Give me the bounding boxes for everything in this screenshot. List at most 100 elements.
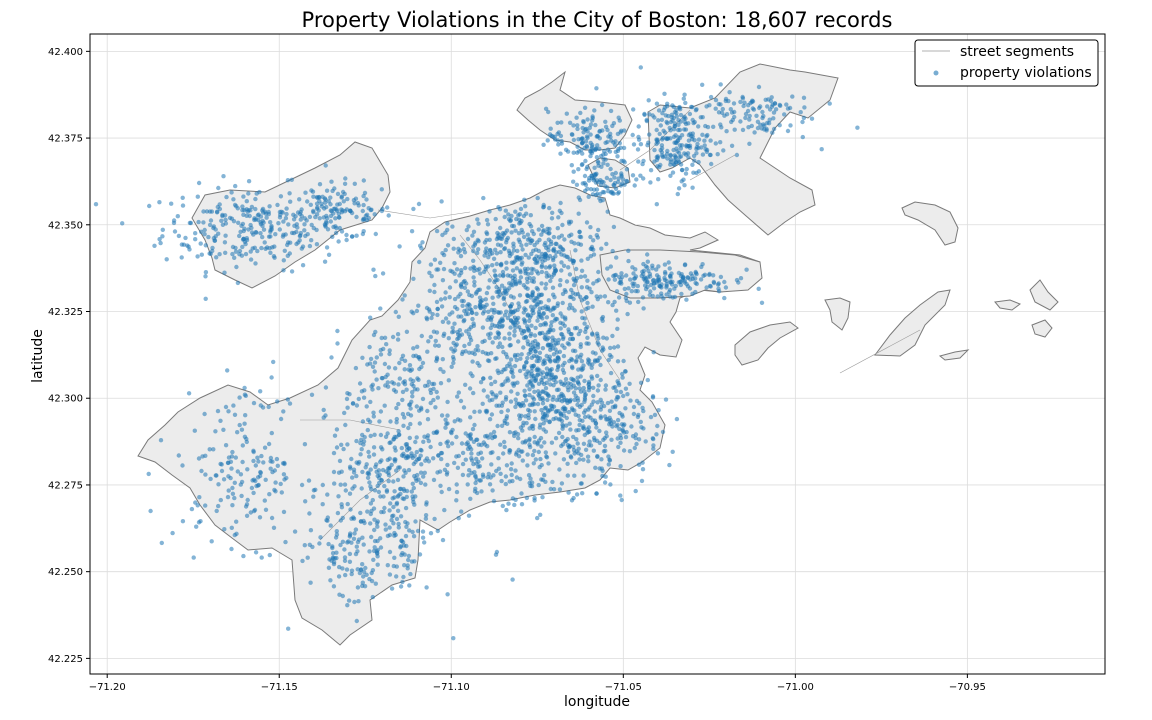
violation-point — [569, 232, 574, 237]
violation-point — [556, 363, 561, 369]
violation-point — [245, 467, 250, 472]
violation-point — [344, 567, 350, 572]
violation-point — [512, 502, 517, 508]
violation-point — [509, 251, 514, 256]
violation-point — [581, 120, 586, 125]
violation-point — [434, 430, 439, 435]
violation-point — [541, 229, 546, 234]
violation-point — [696, 124, 701, 129]
violation-point — [463, 431, 468, 436]
violation-point — [335, 328, 340, 334]
violation-point — [307, 243, 313, 249]
violation-point — [530, 229, 535, 234]
violation-point — [147, 203, 152, 209]
violation-point — [417, 421, 422, 426]
violation-point — [268, 234, 273, 239]
violation-point — [585, 335, 590, 340]
violation-point — [323, 224, 328, 229]
violation-point — [309, 222, 314, 228]
violation-point — [485, 358, 491, 363]
violation-point — [348, 531, 353, 536]
violation-point — [686, 143, 691, 149]
violation-point — [560, 367, 566, 373]
violation-point — [366, 206, 371, 211]
violation-point — [238, 229, 243, 234]
violation-point — [472, 279, 477, 285]
violation-point — [393, 532, 398, 538]
violation-point — [664, 285, 669, 290]
violation-point — [450, 427, 455, 433]
violation-point — [552, 263, 557, 268]
violation-point — [586, 358, 592, 363]
violation-point — [581, 441, 587, 446]
violation-point — [611, 224, 617, 230]
violation-point — [529, 266, 534, 272]
violation-point — [490, 295, 495, 300]
violation-point — [602, 148, 607, 154]
violation-point — [634, 441, 639, 447]
violation-point — [367, 419, 373, 424]
violation-point — [459, 441, 465, 446]
violation-point — [510, 577, 515, 582]
violation-point — [678, 154, 684, 159]
violation-point — [251, 449, 256, 455]
violation-point — [257, 515, 263, 520]
violation-point — [539, 269, 545, 275]
violation-point — [593, 465, 598, 470]
violation-point — [398, 486, 404, 492]
violation-point — [422, 540, 427, 545]
violation-point — [379, 335, 384, 341]
violation-point — [302, 543, 307, 548]
violation-point — [435, 312, 440, 318]
violation-point — [423, 513, 429, 518]
violation-point — [487, 482, 493, 487]
violation-point — [446, 378, 451, 383]
violation-point — [258, 220, 263, 225]
violation-point — [540, 346, 546, 351]
violation-point — [446, 486, 452, 492]
violation-point — [690, 134, 695, 139]
violation-point — [467, 433, 472, 438]
violation-point — [263, 507, 269, 512]
violation-point — [463, 265, 468, 271]
violation-point — [613, 170, 618, 176]
violation-point — [536, 449, 541, 455]
violation-point — [760, 109, 765, 115]
violation-point — [360, 419, 366, 424]
violation-point — [458, 253, 464, 259]
violation-point — [406, 425, 411, 431]
violation-point — [644, 117, 649, 123]
violation-point — [427, 288, 432, 293]
violation-point — [618, 130, 623, 135]
violation-point — [614, 255, 619, 260]
violation-point — [232, 495, 237, 501]
violation-point — [483, 267, 488, 272]
violation-point — [495, 230, 500, 236]
violation-point — [402, 563, 407, 568]
violation-point — [565, 461, 570, 466]
violation-point — [576, 427, 581, 433]
violation-point — [561, 353, 567, 359]
violation-point — [640, 460, 645, 465]
violation-point — [553, 451, 558, 456]
violation-point — [203, 472, 208, 477]
violation-point — [343, 488, 348, 493]
violation-point — [648, 168, 654, 173]
violation-point — [575, 396, 580, 401]
violation-point — [522, 329, 527, 334]
violation-point — [618, 183, 624, 188]
violation-point — [402, 358, 408, 363]
violation-point — [748, 100, 753, 106]
violation-point — [620, 428, 625, 434]
violation-point — [486, 309, 491, 314]
violation-point — [434, 330, 440, 335]
violation-point — [568, 397, 573, 403]
violation-point — [432, 282, 437, 288]
violation-point — [366, 449, 371, 455]
violation-point — [679, 133, 685, 138]
violation-point — [572, 473, 577, 478]
violation-point — [549, 320, 554, 325]
violation-point — [277, 215, 283, 220]
violation-point — [615, 326, 620, 331]
violation-point — [412, 559, 417, 564]
